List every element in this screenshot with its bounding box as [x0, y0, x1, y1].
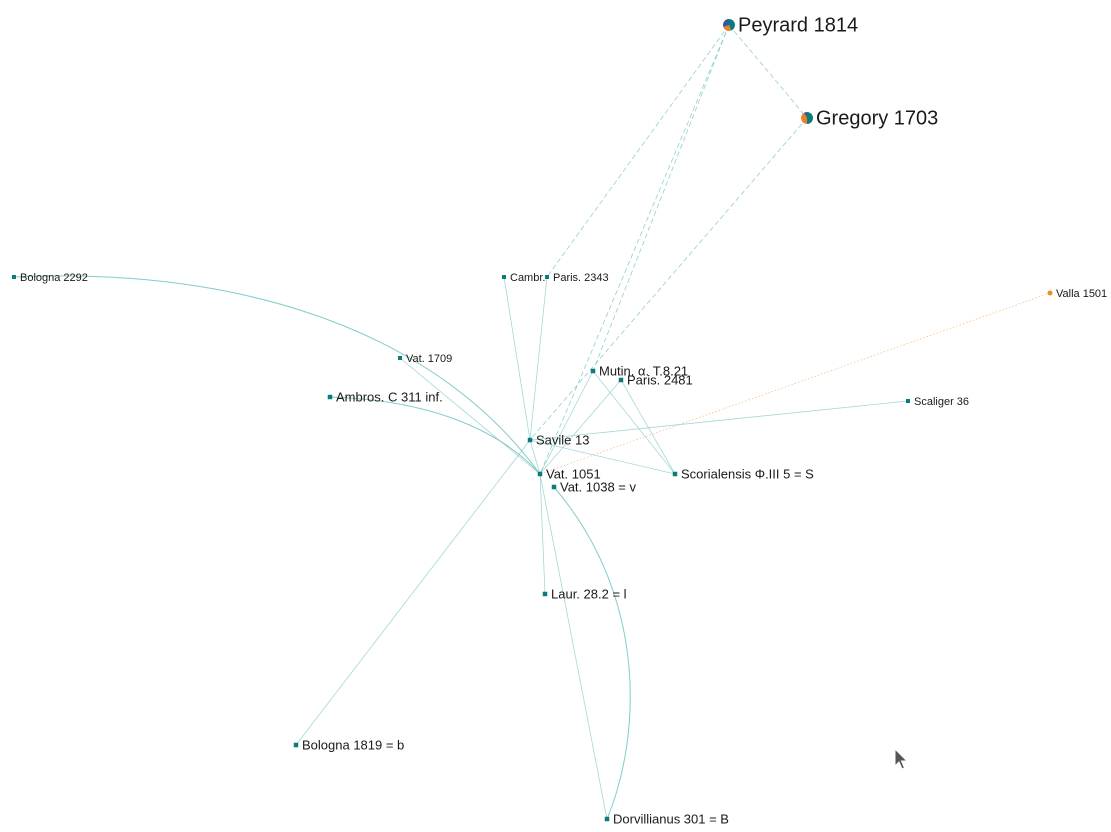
node-label: Savile 13	[536, 432, 589, 447]
edge-peyrard-mutin	[593, 25, 729, 371]
node-paris2481[interactable]: Paris. 2481	[619, 372, 693, 387]
node-marker	[673, 472, 678, 477]
node-marker	[543, 592, 548, 597]
node-marker	[1048, 291, 1053, 296]
node-gregory[interactable]: Gregory 1703	[801, 107, 938, 129]
node-scaliger[interactable]: Scaliger 36	[906, 396, 969, 408]
node-marker	[545, 275, 549, 279]
node-marker	[528, 438, 533, 443]
node-label: Paris. 2481	[627, 372, 693, 387]
node-label: Bologna 2292	[20, 272, 88, 284]
node-label: Cambr.	[510, 272, 545, 284]
edge-paris2343-savile	[530, 277, 547, 440]
node-paris2343[interactable]: Paris. 2343	[545, 272, 609, 284]
edge-peyrard-paris2343	[547, 25, 729, 277]
node-laur[interactable]: Laur. 28.2 = l	[543, 586, 627, 601]
node-vat1038[interactable]: Vat. 1038 = v	[552, 479, 637, 494]
edge-vat1038-dorvill	[554, 487, 630, 819]
node-marker	[294, 743, 299, 748]
node-valla[interactable]: Valla 1501	[1048, 288, 1108, 300]
node-marker	[12, 275, 16, 279]
node-label: Vat. 1038 = v	[560, 479, 637, 494]
node-label: Dorvillianus 301 = B	[613, 811, 729, 826]
node-peyrard[interactable]: Peyrard 1814	[723, 14, 858, 36]
node-marker	[619, 378, 624, 383]
mouse-cursor-icon	[894, 748, 910, 772]
node-ambros[interactable]: Ambros. C 311 inf.	[328, 389, 443, 404]
node-label: Vat. 1709	[406, 353, 452, 365]
node-label: Gregory 1703	[816, 107, 938, 129]
edge-vat1709-vat1051	[400, 358, 540, 474]
edge-vat1051-laur	[540, 474, 545, 594]
node-savile[interactable]: Savile 13	[528, 432, 590, 447]
node-bologna2292[interactable]: Bologna 2292	[12, 272, 88, 284]
node-label: Scorialensis Φ.III 5 = S	[681, 466, 814, 481]
node-marker	[328, 395, 333, 400]
node-label: Laur. 28.2 = l	[551, 586, 627, 601]
node-marker	[552, 485, 557, 490]
edges-layer	[14, 25, 1050, 819]
edge-valla-vat1051	[540, 293, 1050, 474]
nodes-layer: Peyrard 1814 Gregory 1703 Bologna 2292 Camb…	[12, 14, 1107, 826]
node-label: Ambros. C 311 inf.	[336, 389, 443, 404]
edge-mutin-vat1051	[540, 371, 593, 474]
node-scorial[interactable]: Scorialensis Φ.III 5 = S	[673, 466, 814, 481]
node-vat1709[interactable]: Vat. 1709	[398, 353, 452, 365]
edge-cambr-savile	[504, 277, 530, 440]
node-marker	[502, 275, 506, 279]
node-label: Peyrard 1814	[738, 14, 858, 36]
node-label: Bologna 1819 = b	[302, 737, 404, 752]
node-marker	[906, 399, 910, 403]
node-label: Paris. 2343	[553, 272, 609, 284]
edge-vat1051-dorvill	[540, 474, 607, 819]
node-dorvill[interactable]: Dorvillianus 301 = B	[605, 811, 729, 826]
node-marker	[605, 817, 610, 822]
edge-peyrard-gregory	[729, 25, 807, 118]
node-marker	[538, 472, 543, 477]
edge-savile-bologna1819	[296, 440, 530, 745]
node-marker	[398, 356, 402, 360]
node-cambr[interactable]: Cambr.	[502, 272, 545, 284]
edge-paris2481-scorial	[621, 380, 675, 474]
node-pie-slice	[807, 112, 813, 124]
node-label: Valla 1501	[1056, 288, 1107, 300]
edge-peyrard-vat1051	[540, 25, 729, 474]
node-label: Scaliger 36	[914, 396, 969, 408]
node-marker	[591, 369, 596, 374]
node-bologna1819[interactable]: Bologna 1819 = b	[294, 737, 405, 752]
edge-bologna2292-vat1051	[14, 276, 540, 474]
